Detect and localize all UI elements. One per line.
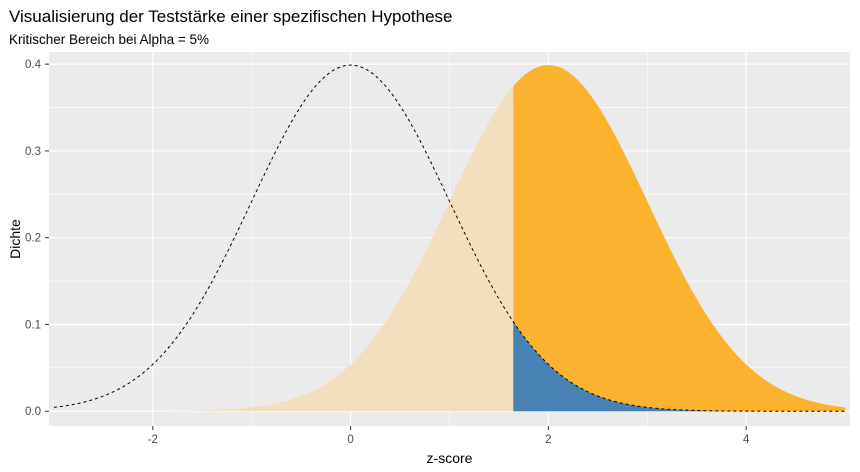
- density-line-0: [53, 64, 846, 412]
- y-tick-label: 0.4: [25, 59, 42, 71]
- chart-title: Visualisierung der Teststärke einer spez…: [9, 7, 453, 26]
- density-lines: [53, 64, 846, 412]
- chart-subtitle: Kritischer Bereich bei Alpha = 5%: [9, 32, 209, 47]
- x-axis-title: z-score: [427, 450, 473, 466]
- y-tick-label: 0.2: [25, 233, 41, 245]
- x-tick-label: 0: [347, 434, 353, 446]
- x-tick-label: -2: [148, 434, 158, 446]
- density-area-1: [152, 86, 514, 412]
- y-tick-label: 0.1: [25, 319, 41, 331]
- y-axis-title: Dichte: [7, 219, 23, 259]
- y-axis: 0.0 0.1 0.2 0.3 0.4: [25, 59, 49, 418]
- y-tick-label: 0.3: [25, 146, 41, 158]
- y-tick-label: 0.0: [25, 406, 41, 418]
- density-area-3: [513, 321, 846, 412]
- density-area-2: [513, 65, 846, 412]
- x-tick-label: 2: [545, 434, 551, 446]
- density-areas: [152, 65, 846, 412]
- x-axis: -2 0 2 4: [148, 426, 750, 446]
- x-tick-label: 4: [743, 434, 750, 446]
